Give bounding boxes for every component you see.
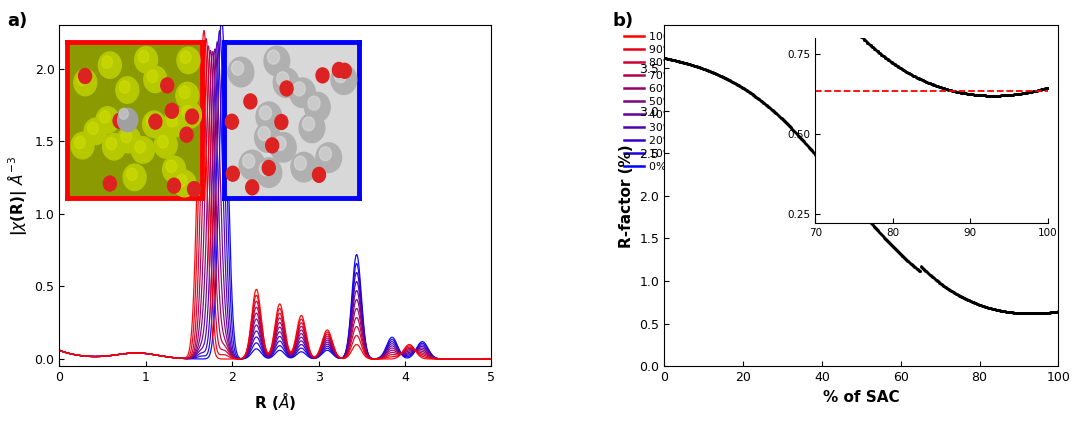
Circle shape (119, 81, 130, 93)
Circle shape (256, 158, 282, 187)
Circle shape (181, 106, 192, 118)
Circle shape (273, 68, 299, 98)
Circle shape (116, 77, 139, 103)
Circle shape (276, 72, 288, 86)
Circle shape (231, 61, 244, 75)
Circle shape (320, 147, 332, 161)
Circle shape (79, 69, 92, 83)
Circle shape (262, 160, 275, 176)
Circle shape (77, 73, 87, 85)
Circle shape (266, 138, 279, 153)
Circle shape (258, 127, 270, 141)
Circle shape (75, 136, 85, 149)
Circle shape (275, 115, 288, 130)
Circle shape (180, 127, 193, 142)
Circle shape (165, 103, 178, 118)
Circle shape (227, 166, 240, 181)
Circle shape (176, 174, 187, 187)
Text: a): a) (8, 12, 28, 29)
Text: b): b) (613, 12, 634, 29)
Circle shape (102, 56, 112, 68)
Circle shape (84, 118, 107, 145)
Circle shape (291, 152, 316, 182)
Circle shape (294, 156, 307, 170)
Circle shape (113, 113, 126, 128)
Circle shape (256, 102, 282, 131)
Circle shape (154, 132, 177, 158)
Circle shape (316, 143, 341, 173)
Circle shape (104, 176, 117, 191)
Circle shape (259, 162, 271, 176)
Circle shape (138, 51, 149, 63)
Circle shape (163, 110, 187, 137)
Circle shape (180, 51, 191, 64)
Circle shape (293, 82, 306, 96)
Circle shape (161, 78, 174, 93)
Circle shape (255, 123, 281, 152)
Circle shape (289, 78, 315, 107)
Circle shape (259, 106, 271, 120)
Circle shape (73, 69, 97, 96)
Circle shape (308, 96, 320, 110)
Circle shape (268, 50, 280, 64)
Circle shape (312, 168, 325, 182)
Circle shape (143, 111, 165, 138)
Circle shape (149, 114, 162, 129)
Y-axis label: |$\chi$(R)| $\AA^{-3}$: |$\chi$(R)| $\AA^{-3}$ (5, 156, 29, 236)
Legend: 100% SAC, 90% SAC, 80% SAC, 70% SAC, 60% SAC, 50% SAC, 40% SAC, 30% SAC, 20% SAC: 100% SAC, 90% SAC, 80% SAC, 70% SAC, 60%… (620, 27, 711, 176)
Circle shape (121, 131, 132, 143)
Circle shape (179, 86, 190, 99)
Circle shape (118, 108, 138, 132)
Circle shape (87, 122, 98, 134)
Circle shape (305, 92, 330, 122)
Circle shape (299, 113, 325, 143)
Circle shape (335, 69, 347, 83)
Circle shape (166, 160, 177, 173)
Circle shape (126, 168, 137, 181)
Circle shape (119, 108, 129, 119)
Circle shape (332, 65, 356, 94)
Circle shape (243, 154, 255, 168)
Circle shape (163, 156, 186, 183)
Circle shape (135, 141, 146, 153)
Circle shape (274, 136, 286, 150)
Circle shape (167, 178, 180, 193)
X-axis label: R ($\AA$): R ($\AA$) (255, 390, 296, 412)
Circle shape (147, 70, 158, 83)
Circle shape (186, 109, 199, 124)
Circle shape (176, 82, 199, 109)
Circle shape (280, 81, 293, 96)
Circle shape (146, 115, 157, 128)
Circle shape (240, 150, 265, 180)
Y-axis label: R-factor (%): R-factor (%) (619, 144, 634, 248)
Circle shape (316, 68, 329, 83)
X-axis label: % of SAC: % of SAC (823, 390, 900, 405)
Circle shape (188, 181, 201, 197)
Circle shape (158, 136, 168, 148)
Circle shape (333, 62, 346, 77)
Circle shape (118, 126, 140, 153)
Circle shape (264, 46, 289, 76)
Circle shape (244, 94, 257, 109)
Circle shape (177, 47, 200, 74)
Circle shape (98, 52, 121, 78)
Circle shape (99, 111, 110, 123)
Circle shape (166, 115, 177, 127)
Circle shape (71, 132, 94, 159)
Circle shape (173, 171, 195, 197)
Circle shape (96, 107, 119, 133)
Circle shape (338, 63, 351, 78)
Circle shape (132, 137, 154, 163)
Circle shape (144, 66, 166, 93)
Circle shape (246, 180, 259, 195)
Circle shape (178, 101, 202, 128)
Circle shape (103, 133, 125, 160)
Circle shape (135, 46, 158, 73)
Circle shape (228, 57, 254, 87)
Circle shape (226, 114, 239, 129)
Circle shape (302, 117, 314, 131)
Circle shape (270, 133, 296, 162)
Circle shape (123, 164, 146, 191)
Circle shape (106, 137, 117, 150)
